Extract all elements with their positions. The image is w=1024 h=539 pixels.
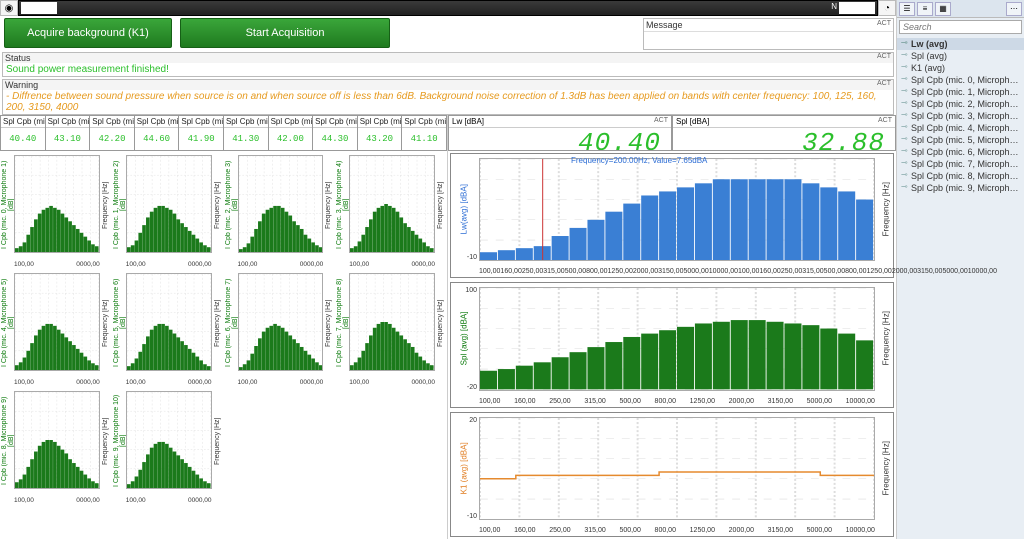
message-act: ACT: [877, 20, 891, 30]
mic-header-cell: Spl Cpb (mi42.20: [89, 115, 134, 151]
mic-chart[interactable]: I Cpb (mic. 5, Microphone 6) [dB] Freque…: [112, 269, 224, 387]
sidebar-list: Lw (avg)Spl (avg)K1 (avg)Spl Cpb (mic. 0…: [897, 36, 1024, 539]
topbar: ◉ N ◔: [0, 0, 896, 16]
lw-readout-act: ACT: [654, 117, 668, 126]
mic-header-cell: Spl Cpb (miACT41.10: [401, 115, 447, 151]
mic-header-cell: Spl Cpb (mi44.30: [312, 115, 357, 151]
warning-act: ACT: [877, 80, 891, 90]
mic-chart-grid: I Cpb (mic. 0, Microphone 1) [dB] Freque…: [0, 151, 447, 539]
mic-header-cell: Spl Cpb (mi44.60: [134, 115, 179, 151]
clock-icon[interactable]: ◔: [878, 0, 896, 16]
mic-header-cell: Spl Cpb (mi41.90: [178, 115, 223, 151]
sidebar-item[interactable]: Lw (avg): [897, 38, 1024, 50]
sidebar-item[interactable]: Spl Cpb (mic. 3, Microphon…: [897, 110, 1024, 122]
mic-chart[interactable]: I Cpb (mic. 3, Microphone 4) [dB] Freque…: [335, 151, 447, 269]
content-area: Spl Cpb (mi40.40Spl Cpb (mi43.10Spl Cpb …: [0, 115, 896, 539]
mic-chart[interactable]: I Cpb (mic. 0, Microphone 1) [dB] Freque…: [0, 151, 112, 269]
mic-header-cell: Spl Cpb (mi43.10: [45, 115, 90, 151]
sidebar-item[interactable]: Spl Cpb (mic. 7, Microphon…: [897, 158, 1024, 170]
warning-text: - Diffrence between sound pressure when …: [3, 90, 893, 114]
sidebar-item[interactable]: K1 (avg): [897, 62, 1024, 74]
start-acquisition-button[interactable]: Start Acquisition: [180, 18, 390, 48]
mic-chart[interactable]: I Cpb (mic. 9, Microphone 10) [dB] Frequ…: [112, 387, 224, 505]
mic-chart[interactable]: I Cpb (mic. 8, Microphone 9) [dB] Freque…: [0, 387, 112, 505]
sidebar-item[interactable]: Spl Cpb (mic. 1, Microphon…: [897, 86, 1024, 98]
status-title: Status: [5, 53, 31, 63]
mic-header-cell: Spl Cpb (mi41.30: [223, 115, 268, 151]
sidebar-item[interactable]: Spl Cpb (mic. 0, Microphon…: [897, 74, 1024, 86]
status-act: ACT: [877, 53, 891, 63]
mic-chart[interactable]: I Cpb (mic. 4, Microphone 5) [dB] Freque…: [0, 269, 112, 387]
sidebar-tool-1[interactable]: ☰: [899, 2, 915, 16]
mic-chart[interactable]: I Cpb (mic. 7, Microphone 8) [dB] Freque…: [335, 269, 447, 387]
sidebar-tool-3[interactable]: ▦: [935, 2, 951, 16]
spl-readout-value: 32.88: [673, 128, 895, 151]
mic-chart[interactable]: I Cpb (mic. 1, Microphone 2) [dB] Freque…: [112, 151, 224, 269]
lw-chart[interactable]: Lw(avg) [dBA] Frequency [Hz] -10 Frequen…: [450, 153, 894, 278]
acquire-background-button[interactable]: Acquire background (K1): [4, 18, 172, 48]
status-text: Sound power measurement finished!: [3, 63, 893, 76]
warning-title: Warning: [5, 80, 38, 90]
spl-readout-act: ACT: [878, 117, 892, 126]
message-body: [644, 32, 893, 49]
lw-readout-title: Lw [dBA]: [452, 117, 484, 126]
sidebar-search-input[interactable]: [899, 20, 1022, 34]
timeline-end-marker: [839, 2, 875, 14]
lw-chart-xlabel: Frequency [Hz]: [879, 158, 893, 261]
mic-chart[interactable]: I Cpb (mic. 6, Microphone 7) [dB] Freque…: [224, 269, 336, 387]
lw-readout-value: 40.40: [449, 128, 671, 151]
sidebar-item[interactable]: Spl Cpb (mic. 6, Microphon…: [897, 146, 1024, 158]
k1-chart-xlabel: Frequency [Hz]: [879, 417, 893, 520]
sidebar-tool-4[interactable]: ⋯: [1006, 2, 1022, 16]
warning-panel: Warning ACT - Diffrence between sound pre…: [2, 79, 894, 115]
status-panel: Status ACT Sound power measurement finish…: [2, 52, 894, 77]
spl-readout-title: Spl [dBA]: [676, 117, 709, 126]
message-panel: Message ACT: [643, 18, 894, 50]
mic-chart[interactable]: I Cpb (mic. 2, Microphone 3) [dB] Freque…: [224, 151, 336, 269]
timeline-strip[interactable]: N: [18, 0, 878, 16]
k1-chart[interactable]: K1 (avg) [dBA] Frequency [Hz] 20-10 100,…: [450, 412, 894, 537]
readout-row: Lw [dBA] ACT 40.40 Spl [dBA] ACT 32.88: [448, 115, 896, 151]
sidebar-item[interactable]: Spl (avg): [897, 50, 1024, 62]
mic-header-cell: Spl Cpb (mi40.40: [0, 115, 45, 151]
mic-header-cell: Spl Cpb (mi43.20: [357, 115, 402, 151]
mic-header-cells: Spl Cpb (mi40.40Spl Cpb (mi43.10Spl Cpb …: [0, 115, 447, 151]
timeline-label: N: [831, 2, 837, 11]
sidebar-item[interactable]: Spl Cpb (mic. 2, Microphon…: [897, 98, 1024, 110]
sidebar-item[interactable]: Spl Cpb (mic. 4, Microphon…: [897, 122, 1024, 134]
sidebar-tool-2[interactable]: ≡: [917, 2, 933, 16]
message-title: Message: [646, 20, 683, 30]
timeline-start-marker: [21, 2, 57, 14]
spl-chart[interactable]: Spl (avg) [dBA] Frequency [Hz] 100-20 10…: [450, 282, 894, 407]
lw-chart-note: Frequency=200.00Hz; Value=7.65dBA: [571, 156, 707, 165]
mic-header-cell: Spl Cpb (mi42.00: [268, 115, 313, 151]
sidebar-item[interactable]: Spl Cpb (mic. 9, Microphon…: [897, 182, 1024, 194]
spl-readout: Spl [dBA] ACT 32.88: [672, 115, 896, 151]
sidebar-toolbar: ☰ ≡ ▦ ⋯: [897, 0, 1024, 18]
sidebar-item[interactable]: Spl Cpb (mic. 8, Microphon…: [897, 170, 1024, 182]
sidebar-item[interactable]: Spl Cpb (mic. 5, Microphon…: [897, 134, 1024, 146]
lw-readout: Lw [dBA] ACT 40.40: [448, 115, 672, 151]
spl-chart-xlabel: Frequency [Hz]: [879, 287, 893, 390]
action-row: Acquire background (K1) Start Acquisitio…: [0, 18, 896, 50]
lock-icon[interactable]: ◉: [0, 0, 18, 16]
